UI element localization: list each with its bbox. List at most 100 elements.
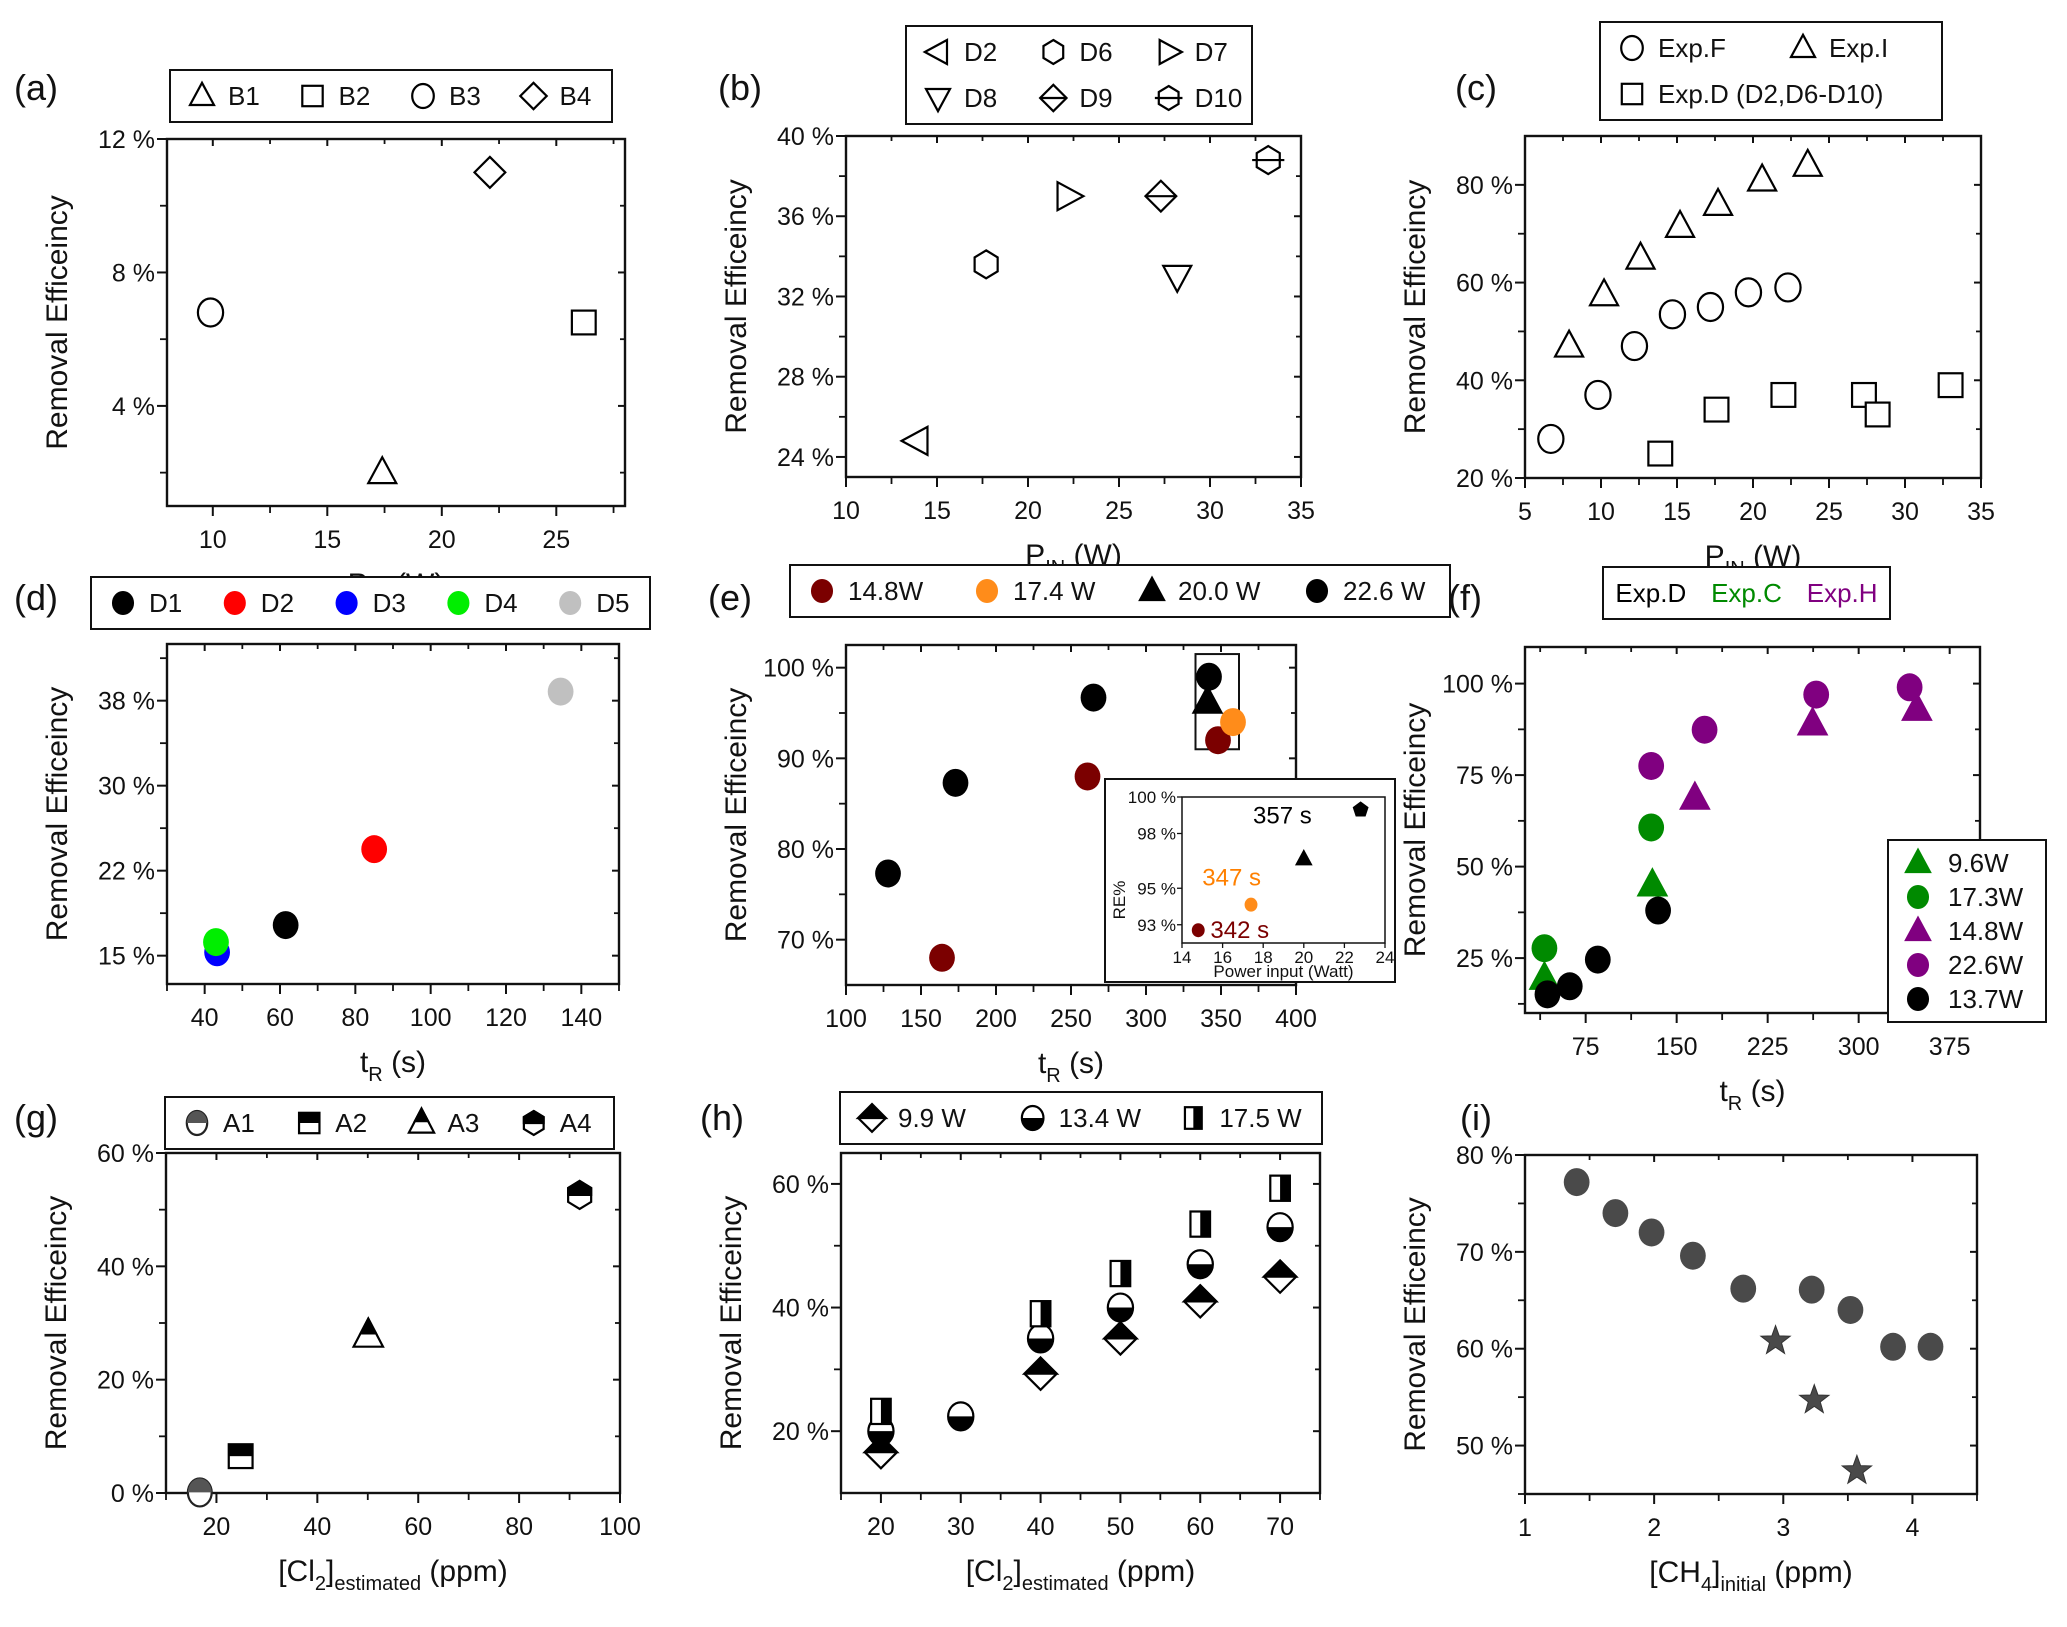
y-axis-title: Removal Efficeincy (720, 688, 753, 943)
data-point (1658, 299, 1687, 330)
marker-shape (1691, 715, 1718, 744)
marker-shape (1658, 299, 1687, 330)
x-tick-label: 1 (1518, 1514, 1532, 1542)
marker-shape (1638, 751, 1665, 780)
x-tick-label: 225 (1747, 1033, 1789, 1061)
data-point (196, 297, 225, 328)
data-point (1186, 1249, 1214, 1280)
legend-label: D1 (149, 588, 182, 618)
y-tick-label: 40 % (1456, 367, 1513, 395)
x-tick-label: 35 (1967, 498, 1995, 526)
y-tick-label: 36 % (777, 203, 834, 231)
marker-shape (1191, 684, 1224, 714)
panel-d: (d) 40 60 80 100 120 140 15 % 22 % 30 % 38 % tR (s)… (14, 576, 651, 1086)
inset-x-tick-label: 22 (1335, 948, 1354, 967)
panel-label: (g) (14, 1097, 58, 1138)
legend-marker (411, 82, 435, 110)
x-tick-label: 100 (410, 1004, 452, 1032)
data-point (1901, 691, 1933, 721)
panel-label: (e) (708, 577, 752, 618)
y-tick-label: 100 % (763, 655, 834, 683)
data-point (203, 928, 229, 957)
marker-shape (411, 82, 435, 110)
data-point (366, 454, 399, 485)
legend-label: D3 (373, 588, 406, 618)
x-tick-label: 10 (832, 497, 860, 525)
y-axis-title: Removal Efficeincy (720, 179, 753, 434)
series-a3 (351, 1316, 385, 1348)
data-point (1161, 264, 1194, 295)
marker-shape (111, 591, 135, 615)
legend-marker (1789, 32, 1817, 59)
panel-label: (c) (1455, 67, 1497, 108)
data-point (1734, 277, 1763, 308)
marker-shape (1305, 579, 1329, 603)
data-point (1696, 291, 1725, 323)
x-tick-label: 350 (1200, 1005, 1242, 1033)
marker-shape (1789, 32, 1817, 59)
axis-ticks: 5 10 15 20 25 30 35 20 % 40 % 60 % 80 % (1456, 136, 1995, 526)
marker-shape (1937, 372, 1964, 399)
legend-marker (1158, 38, 1185, 66)
legend-label: D4 (484, 588, 517, 618)
legend-label: B4 (560, 81, 592, 111)
y-axis-title: Removal Efficeincy (41, 687, 74, 942)
data-point (1252, 144, 1285, 176)
data-point (1109, 1259, 1132, 1288)
series-d1 (272, 911, 299, 940)
x-tick-label: 25 (1815, 498, 1843, 526)
marker-shape (1638, 1218, 1665, 1247)
marker-shape (1531, 934, 1558, 963)
marker-shape (1101, 1320, 1140, 1340)
marker-shape (522, 1109, 545, 1125)
marker-shape (1798, 1275, 1825, 1304)
legend-item: A1 (185, 1108, 255, 1138)
series-a2 (227, 1443, 254, 1470)
y-axis-title: Removal Efficeincy (41, 195, 74, 450)
marker-shape (1161, 264, 1194, 295)
data-point (1021, 1356, 1060, 1392)
legend-marker (522, 1109, 545, 1137)
marker-shape (855, 1102, 889, 1120)
y-axis-title: Removal Efficeincy (1399, 180, 1432, 435)
data-point (1101, 1320, 1140, 1357)
plot-frame (1523, 1153, 1979, 1496)
marker-shape (1042, 38, 1065, 66)
y-tick-label: 0 % (111, 1480, 154, 1508)
data-point (1770, 381, 1797, 408)
x-axis-title: tR (s) (1719, 1075, 1785, 1115)
marker-shape (1840, 1453, 1873, 1485)
marker-shape (1796, 706, 1829, 736)
legend-box (1602, 566, 1891, 620)
series-9-9-w (862, 1258, 1299, 1470)
legend-label: 13.7W (1948, 984, 2024, 1014)
legend-item: D6 (1042, 37, 1113, 67)
y-tick-label: 70 % (1456, 1239, 1513, 1267)
inset-annotation: 347 s (1202, 864, 1261, 891)
inset-data-point (1191, 923, 1205, 938)
marker-shape (1904, 847, 1932, 874)
data-point (1880, 1332, 1906, 1361)
legend-marker (1620, 34, 1644, 62)
legend-marker (1042, 38, 1065, 66)
data-point (1691, 715, 1718, 744)
x-tick-label: 200 (975, 1005, 1017, 1033)
legend-item: B2 (301, 81, 370, 111)
legend-label: A3 (448, 1108, 480, 1138)
inset-frame (1181, 796, 1386, 944)
marker-shape (1864, 401, 1891, 428)
marker-fill (1021, 1118, 1044, 1130)
legend: D2 D6 D7 D8 D9 D10 (905, 25, 1253, 125)
marker-shape (1798, 1383, 1831, 1414)
legend-item: 22.6W (1906, 950, 2024, 980)
marker-fill (1107, 1307, 1134, 1322)
y-tick-label: 12 % (98, 126, 155, 154)
data-point (1537, 423, 1565, 455)
inset-y-title: RE% (1110, 881, 1129, 920)
data-point (1647, 440, 1674, 467)
marker-shape (301, 84, 324, 108)
inset-x-tick-label: 14 (1173, 948, 1192, 967)
data-point (1056, 180, 1086, 213)
marker-shape (358, 1316, 378, 1335)
x-tick-label: 25 (1105, 497, 1133, 525)
